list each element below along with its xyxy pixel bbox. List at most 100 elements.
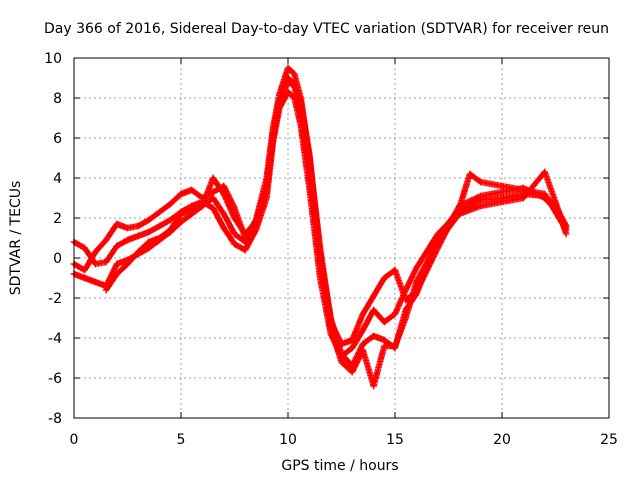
data-point [498, 188, 506, 196]
data-point [124, 236, 131, 244]
data-point [327, 314, 334, 322]
data-point [349, 344, 356, 352]
data-point [370, 292, 377, 300]
data-point [145, 228, 153, 236]
y-tick-label: 10 [44, 51, 62, 67]
data-point [434, 234, 441, 242]
y-tick-label: -6 [48, 371, 62, 387]
data-point [306, 150, 313, 158]
data-point [391, 344, 399, 352]
y-tick-label: 8 [53, 91, 62, 107]
trace-segment [370, 344, 388, 390]
grid [74, 58, 609, 418]
x-tick-label: 25 [600, 432, 618, 448]
data-point [338, 358, 345, 366]
series-trace-4 [102, 74, 570, 370]
data-point [381, 318, 388, 326]
data-point [402, 286, 409, 294]
data-point [145, 244, 153, 252]
data-point [291, 70, 298, 78]
data-point [188, 206, 195, 214]
data-point [477, 178, 484, 186]
x-tick-label: 5 [177, 432, 186, 448]
plot-frame [73, 57, 610, 419]
y-tick-label: -8 [48, 411, 62, 427]
data-point [276, 96, 283, 104]
data-point [359, 340, 367, 348]
y-axis-label: SDTVAR / TECUs [8, 181, 24, 296]
data-point [167, 216, 174, 224]
data-point [81, 274, 88, 282]
y-tick-label: -2 [48, 291, 62, 307]
data-point [102, 236, 110, 244]
data-point [413, 290, 420, 298]
data-point [349, 362, 356, 370]
chart-title: Day 366 of 2016, Sidereal Day-to-day VTE… [44, 21, 609, 37]
data-point [391, 266, 399, 274]
data-point [291, 80, 298, 88]
x-ticks: 0 5 10 15 20 25 [70, 58, 618, 448]
data-point [520, 194, 527, 202]
data-point [156, 234, 163, 242]
data-point [135, 232, 142, 240]
data-point [456, 204, 463, 212]
trace-segment [263, 132, 276, 190]
data-point [92, 248, 99, 256]
data-point [541, 168, 548, 176]
data-point [124, 224, 131, 232]
y-tick-label: 6 [53, 131, 62, 147]
data-point [167, 226, 174, 234]
data-point [466, 170, 474, 178]
data-point [402, 306, 409, 314]
data-point [297, 98, 305, 106]
data-point [284, 64, 292, 72]
data-point [520, 186, 527, 194]
y-tick-label: 2 [53, 211, 62, 227]
data-point [113, 220, 120, 228]
data-point [177, 190, 185, 198]
y-ticks: -8 -6 -4 -2 0 2 4 6 8 10 [44, 51, 609, 427]
data-point [92, 278, 99, 286]
data-point [284, 74, 292, 82]
data-point [316, 250, 324, 258]
data-point [167, 200, 174, 208]
data-point [124, 260, 131, 268]
data-point [145, 238, 153, 246]
data-point [220, 224, 227, 232]
data-point [220, 210, 227, 218]
data-point [541, 190, 548, 198]
data-point [252, 218, 260, 226]
data-point [552, 198, 559, 206]
data-point [370, 306, 377, 314]
x-tick-label: 0 [70, 432, 79, 448]
data-point [156, 222, 163, 230]
data-point [359, 326, 367, 334]
data-point [269, 130, 277, 138]
trace-segment [434, 206, 462, 242]
data-point [263, 182, 270, 190]
data-point [381, 274, 388, 282]
data-point [349, 368, 356, 376]
data-point [231, 214, 238, 222]
data-point [498, 198, 506, 206]
data-point [242, 246, 249, 254]
data-point [370, 382, 377, 390]
data-point [209, 194, 217, 202]
data-point [209, 174, 217, 182]
data-point [370, 332, 377, 340]
data-point [338, 350, 345, 358]
data-point [177, 210, 185, 218]
traces [70, 64, 570, 390]
data-point [498, 182, 506, 190]
data-point [477, 202, 484, 210]
data-point [242, 230, 249, 238]
y-tick-label: 0 [53, 251, 62, 267]
data-point [231, 230, 238, 238]
x-tick-label: 20 [493, 432, 511, 448]
data-point [135, 248, 142, 256]
data-point [81, 244, 88, 252]
data-point [220, 190, 227, 198]
data-point [552, 208, 559, 216]
data-point [102, 286, 110, 294]
